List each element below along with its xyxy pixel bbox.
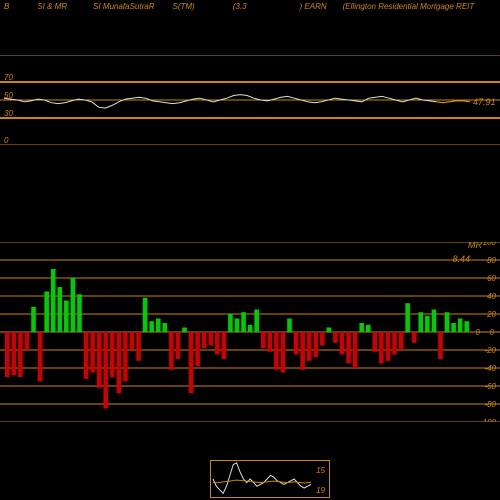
svg-text:60: 60 <box>487 274 496 283</box>
svg-text:MR: MR <box>468 242 482 250</box>
header-val: (3.3 <box>233 2 247 11</box>
header-simunafa: SI MunafaSutraR <box>93 2 154 11</box>
mini-indicator-panel: 1519 <box>210 460 330 498</box>
header-stm: S(TM) <box>173 2 195 11</box>
header-b: B <box>4 2 9 11</box>
top-oscillator-panel: 030507010047.91 <box>0 55 500 145</box>
svg-text:0: 0 <box>490 328 495 337</box>
chart-header: B SI & MR SI MunafaSutraR S(TM) (3.3 ) E… <box>0 0 500 13</box>
svg-text:-100: -100 <box>480 418 497 422</box>
svg-text:80: 80 <box>487 256 496 265</box>
svg-text:30: 30 <box>4 109 13 118</box>
svg-text:19: 19 <box>316 486 325 495</box>
svg-text:47.91: 47.91 <box>473 97 496 107</box>
svg-text:-20: -20 <box>484 346 496 355</box>
svg-text:15: 15 <box>316 466 325 475</box>
svg-text:100: 100 <box>483 242 497 247</box>
svg-text:20: 20 <box>486 310 496 319</box>
svg-text:-60: -60 <box>484 382 496 391</box>
svg-text:8.44: 8.44 <box>452 254 470 264</box>
svg-text:0: 0 <box>4 136 9 145</box>
header-company: (Ellington Residential Mortgage REIT <box>343 2 475 11</box>
svg-text:40: 40 <box>487 292 496 301</box>
svg-text:70: 70 <box>4 73 13 82</box>
header-simr: SI & MR <box>37 2 67 11</box>
svg-text:0: 0 <box>476 328 481 337</box>
mid-mr-panel: -100 -80 -60 -40 -20 20 40 60 80 100 00 MR 8.44 <box>0 242 500 422</box>
svg-text:-80: -80 <box>484 400 496 409</box>
svg-text:-40: -40 <box>484 364 496 373</box>
header-earn: ) EARN <box>300 2 327 11</box>
